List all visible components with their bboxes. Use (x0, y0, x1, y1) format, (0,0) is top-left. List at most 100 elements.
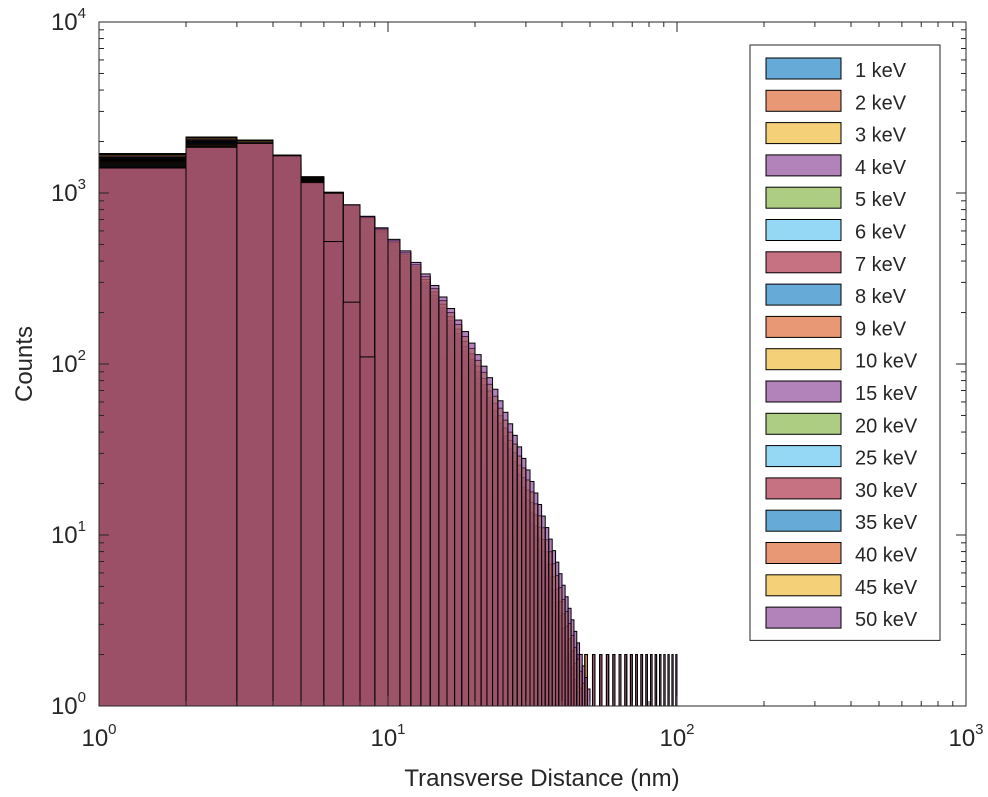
legend-swatch (765, 509, 842, 532)
bar (512, 434, 518, 707)
legend-label: 45 keV (855, 577, 918, 599)
legend-label: 3 keV (855, 125, 907, 147)
bar (624, 654, 628, 707)
bar (480, 365, 488, 707)
legend-swatch (765, 606, 842, 629)
legend-swatch (765, 477, 842, 500)
bar (359, 356, 376, 707)
bar (446, 308, 456, 707)
legend-swatch (765, 283, 842, 306)
y-tick-label: 102 (51, 347, 86, 378)
y-axis-label: Counts (11, 326, 38, 402)
legend-label: 4 keV (855, 157, 907, 179)
bar (544, 527, 550, 707)
legend-label: 25 keV (855, 448, 918, 470)
legend-label: 1 keV (855, 60, 907, 82)
bar (612, 654, 616, 707)
legend-label: 50 keV (855, 609, 918, 631)
bar (474, 354, 482, 707)
bar (98, 167, 187, 707)
bar (599, 654, 603, 707)
legend-swatch (765, 186, 842, 209)
bar (497, 400, 504, 707)
bar (654, 654, 658, 707)
bar (374, 227, 389, 707)
legend-label: 2 keV (855, 92, 907, 114)
bar (551, 550, 557, 707)
legend-label: 6 keV (855, 222, 907, 244)
bar (429, 284, 440, 707)
legend-label: 7 keV (855, 254, 907, 276)
bar (399, 250, 412, 707)
legend-swatch (765, 380, 842, 403)
legend-swatch (765, 219, 842, 241)
bar (529, 480, 535, 707)
x-tick-label: 101 (370, 721, 405, 752)
legend-swatch (765, 412, 842, 435)
bar (507, 423, 514, 707)
bar (650, 654, 653, 707)
bar (323, 241, 344, 707)
bar (236, 142, 274, 707)
bar (659, 654, 662, 707)
bar (300, 182, 325, 707)
bar (635, 654, 639, 707)
legend-swatch (765, 122, 842, 145)
bar (468, 342, 476, 707)
legend-swatch (765, 542, 842, 564)
bar (525, 469, 531, 707)
bar (629, 654, 633, 707)
bar (533, 492, 539, 707)
bar (667, 654, 670, 707)
bar (454, 319, 463, 707)
bar (663, 654, 666, 707)
legend-label: 9 keV (855, 318, 907, 340)
bar (502, 411, 509, 707)
legend-label: 8 keV (855, 286, 907, 308)
legend-swatch (765, 57, 842, 80)
y-tick-label: 103 (51, 176, 86, 207)
bar (486, 377, 494, 707)
legend-label: 40 keV (855, 545, 918, 567)
x-axis-label: Transverse Distance (nm) (404, 765, 679, 792)
y-tick-label: 104 (51, 5, 86, 36)
bar (541, 515, 546, 707)
legend-swatch (765, 348, 842, 371)
legend-swatch (765, 154, 842, 177)
bar (185, 146, 238, 707)
bar (438, 296, 448, 707)
axis-tick-labels: 100 101 102 103 100 101 102 103 104 (51, 5, 984, 752)
bar (640, 654, 644, 707)
legend-label: 30 keV (855, 480, 918, 502)
bar (492, 388, 499, 707)
legend-label: 10 keV (855, 351, 918, 373)
bar (516, 446, 523, 707)
x-tick-label: 100 (81, 721, 116, 752)
legend-swatch (765, 315, 842, 338)
x-tick-label: 102 (659, 721, 694, 752)
x-tick-label: 103 (948, 721, 983, 752)
bar (548, 538, 553, 707)
overlap-bars (98, 142, 376, 707)
bar (537, 504, 543, 707)
legend-swatch (765, 251, 842, 274)
y-tick-label: 100 (51, 689, 86, 720)
legend: 1 keV 2 keV 3 keV 4 keV 5 keV 6 keV 7 keV 8 keV… (749, 44, 941, 641)
axis-ticks (98, 22, 966, 707)
bar (272, 155, 302, 707)
bar (618, 654, 622, 707)
bar (420, 273, 431, 707)
legend-box (749, 44, 941, 641)
bar (605, 654, 610, 707)
legend-swatch (765, 574, 842, 597)
legend-swatch (765, 89, 842, 112)
legend-label: 20 keV (855, 415, 918, 437)
bar (671, 654, 674, 707)
bar (410, 261, 422, 707)
legend-label: 15 keV (855, 383, 918, 405)
legend-label: 5 keV (855, 189, 907, 211)
bar (387, 238, 401, 707)
y-tick-label: 101 (51, 518, 86, 549)
bar (645, 654, 648, 707)
bar (521, 457, 527, 707)
